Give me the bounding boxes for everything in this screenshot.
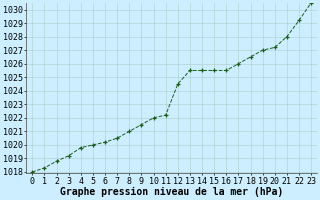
X-axis label: Graphe pression niveau de la mer (hPa): Graphe pression niveau de la mer (hPa) (60, 187, 284, 197)
